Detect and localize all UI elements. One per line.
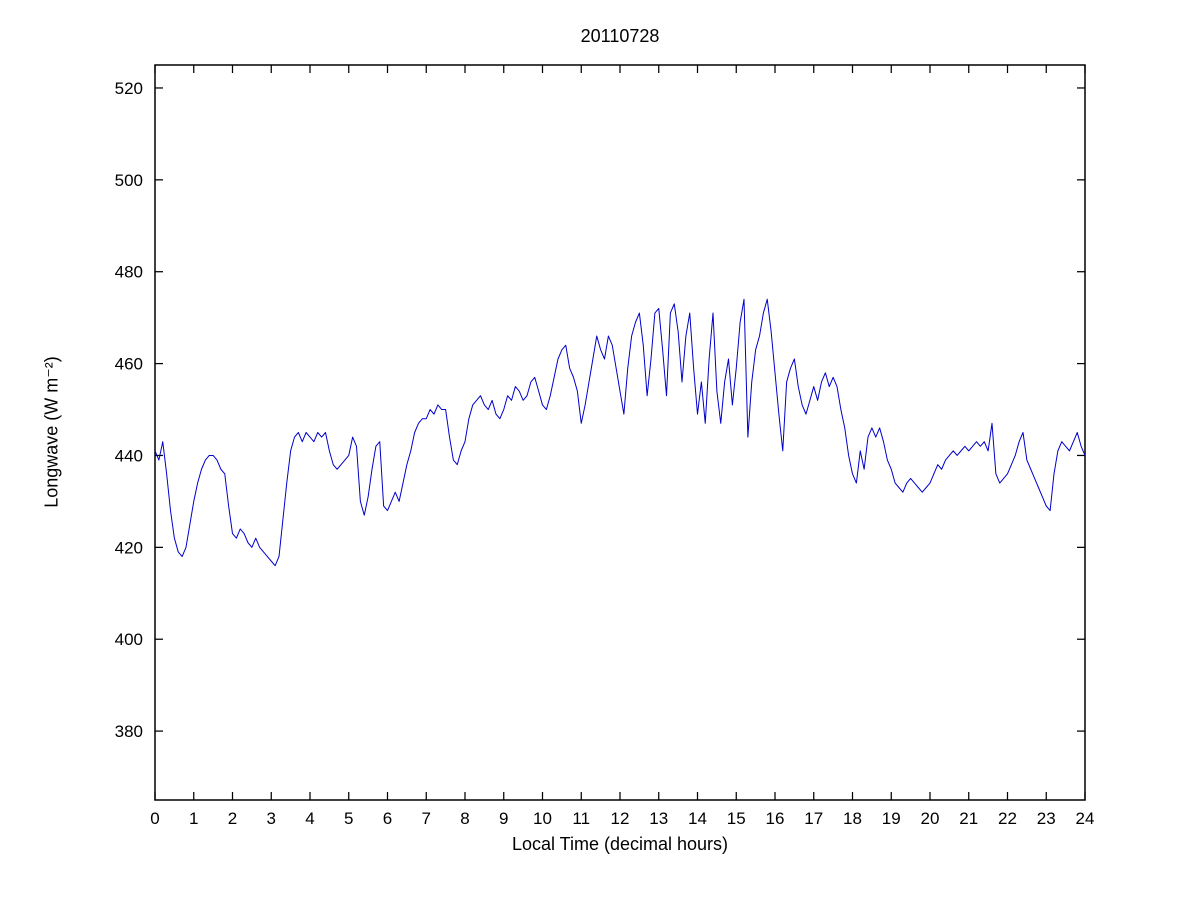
x-tick-label: 10 <box>533 809 552 828</box>
x-tick-label: 1 <box>189 809 198 828</box>
chart-title: 20110728 <box>580 26 660 46</box>
y-tick-label: 500 <box>115 171 143 190</box>
x-tick-label: 20 <box>921 809 940 828</box>
x-tick-label: 13 <box>649 809 668 828</box>
y-tick-label: 520 <box>115 79 143 98</box>
x-tick-label: 4 <box>305 809 314 828</box>
x-tick-label: 16 <box>766 809 785 828</box>
y-tick-label: 400 <box>115 630 143 649</box>
x-axis-label: Local Time (decimal hours) <box>511 834 729 854</box>
y-axis-label: Longwave (W m⁻²) <box>41 356 62 508</box>
axes-frame <box>154 64 1086 801</box>
x-tick-label: 21 <box>959 809 978 828</box>
y-tick-label: 480 <box>115 263 143 282</box>
x-tick-label: 5 <box>344 809 353 828</box>
y-tick-label: 440 <box>115 446 143 465</box>
x-tick-label: 0 <box>150 809 159 828</box>
x-tick-label: 2 <box>228 809 237 828</box>
x-tick-label: 11 <box>572 809 590 828</box>
x-tick-label: 6 <box>383 809 392 828</box>
y-tick-label: 460 <box>115 355 143 374</box>
x-tick-label: 14 <box>688 809 707 828</box>
x-tick-label: 19 <box>882 809 901 828</box>
x-tick-label: 18 <box>843 809 862 828</box>
longwave-line <box>154 298 1086 567</box>
y-tick-label: 420 <box>115 538 143 557</box>
x-tick-label: 12 <box>611 809 630 828</box>
x-tick-label: 3 <box>267 809 276 828</box>
y-tick-label: 380 <box>115 722 143 741</box>
x-tick-label: 17 <box>804 809 823 828</box>
x-tick-label: 24 <box>1076 809 1095 828</box>
x-tick-label: 9 <box>499 809 508 828</box>
x-tick-label: 7 <box>422 809 431 828</box>
x-tick-label: 23 <box>1037 809 1056 828</box>
x-tick-label: 22 <box>998 809 1017 828</box>
x-tick-label: 15 <box>727 809 746 828</box>
x-tick-label: 8 <box>460 809 469 828</box>
